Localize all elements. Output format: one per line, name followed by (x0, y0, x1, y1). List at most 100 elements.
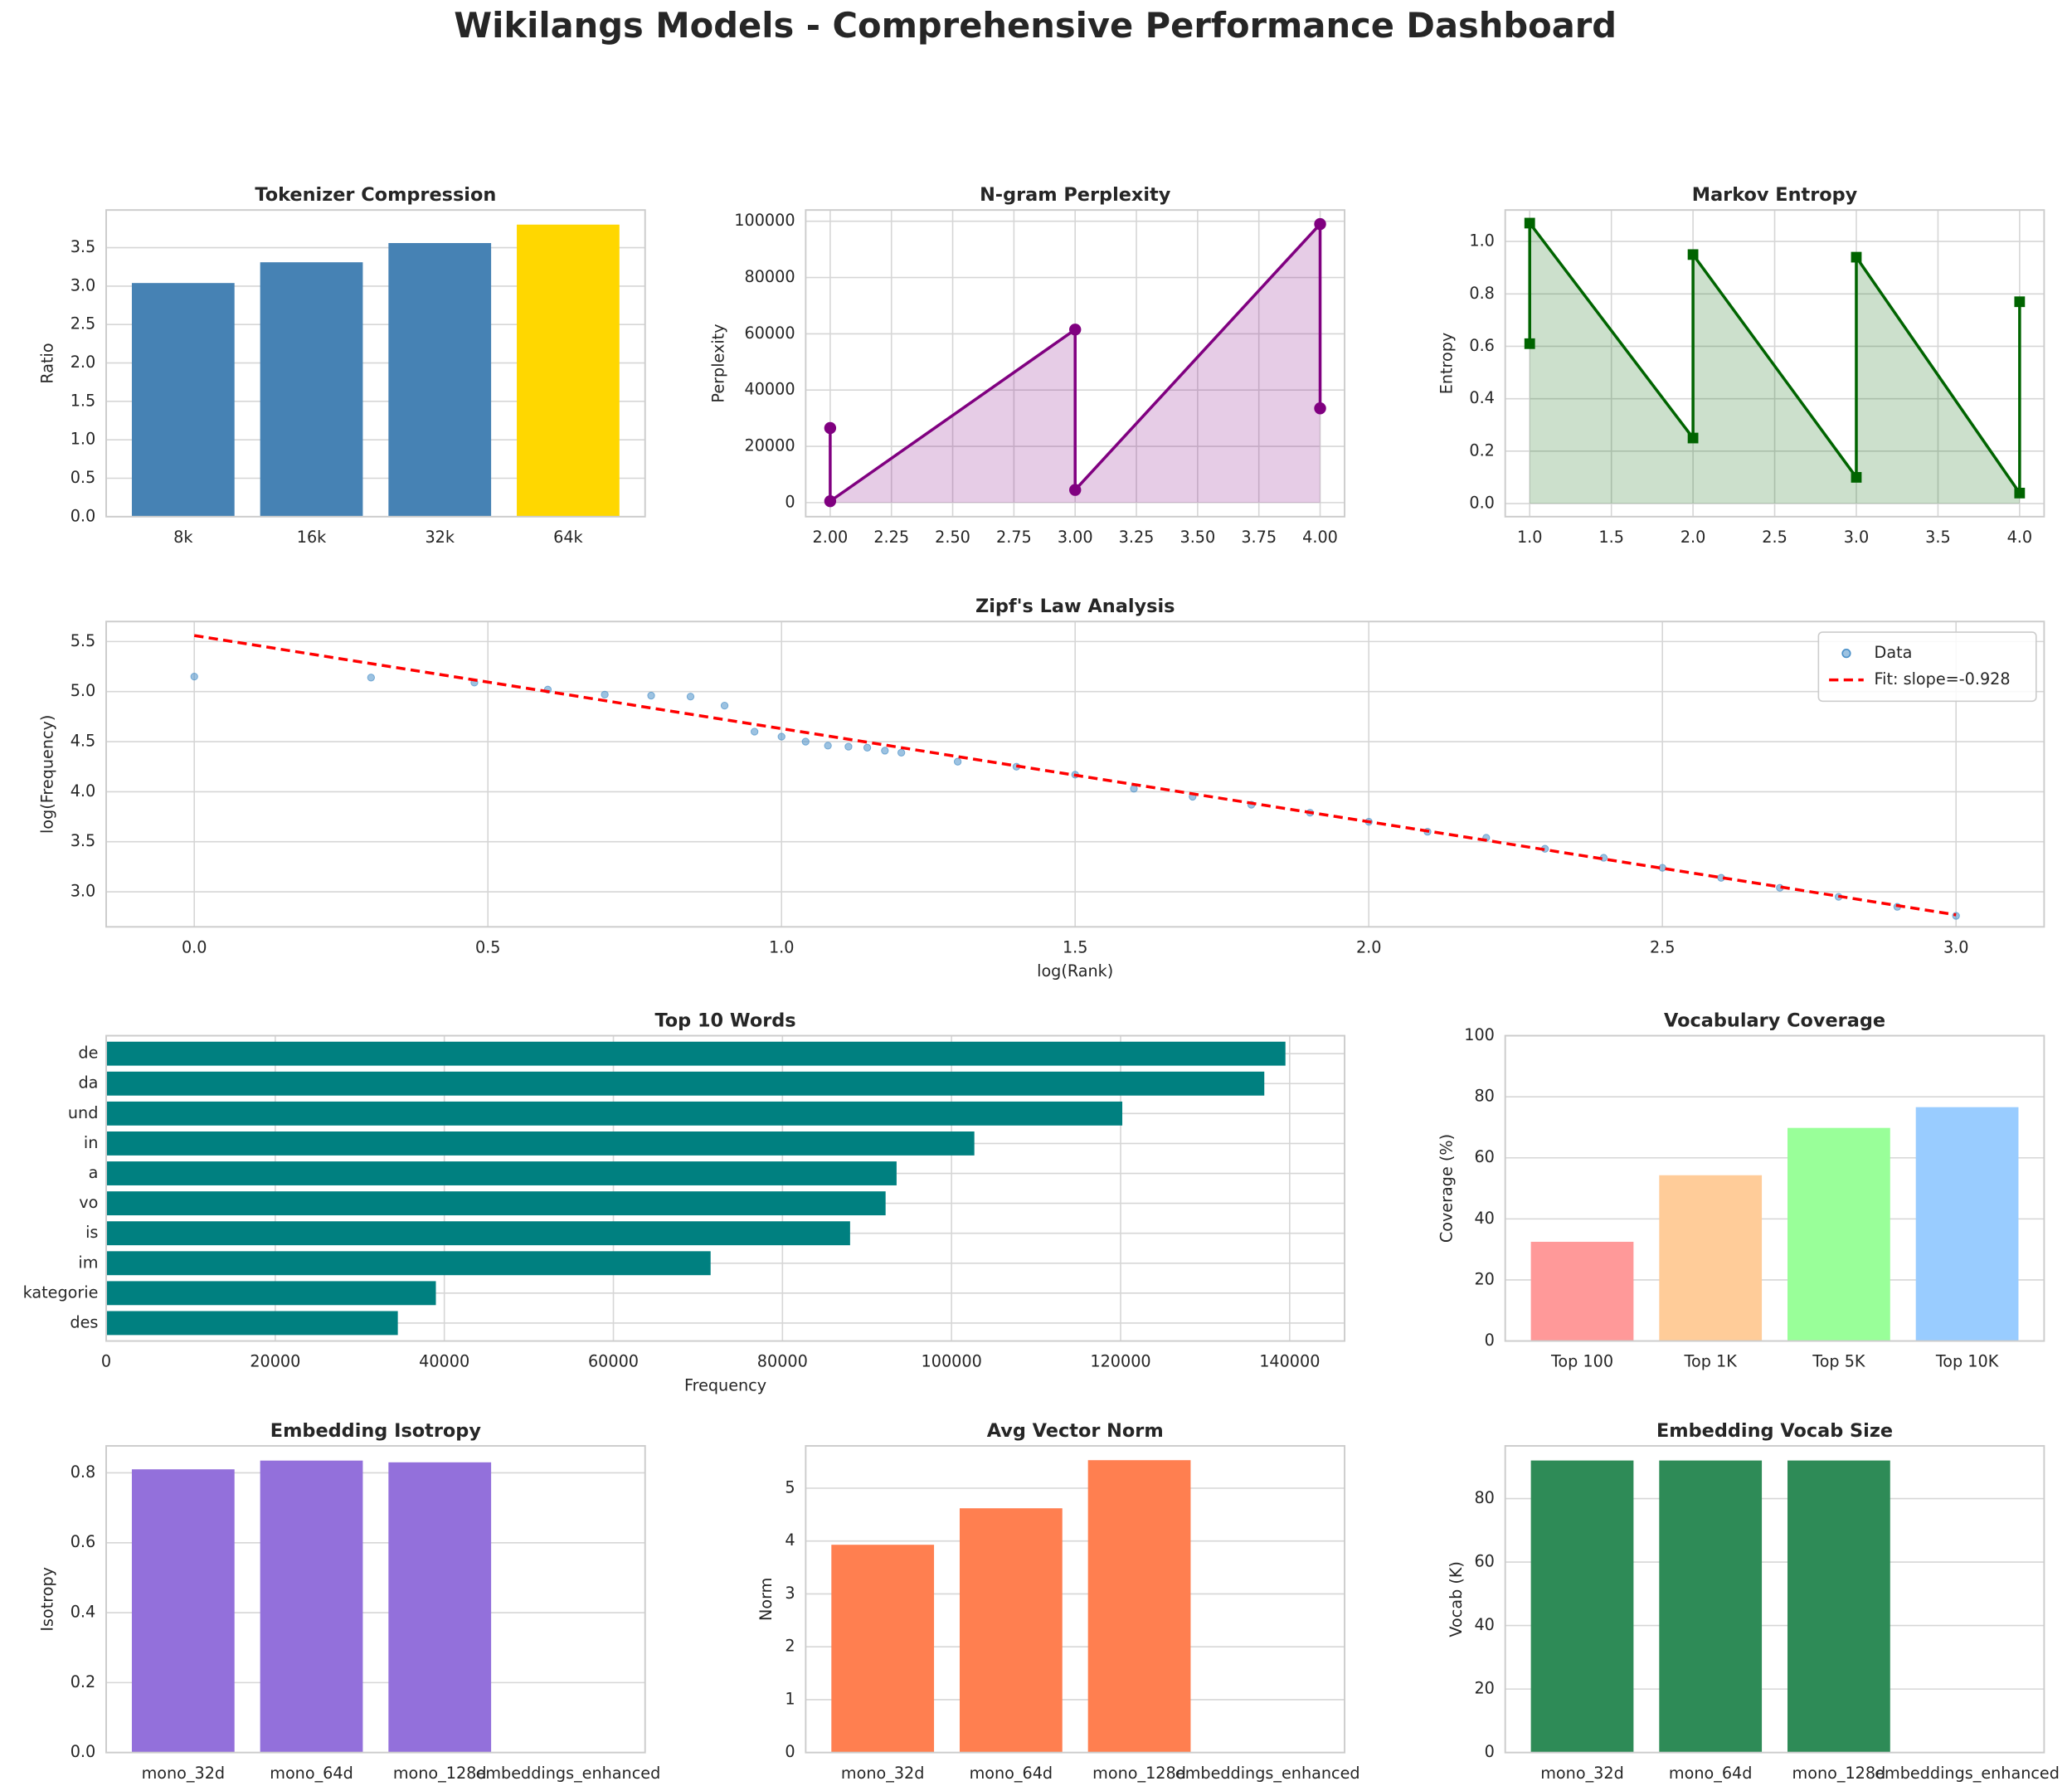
x-tick-label: mono_32d (841, 1764, 925, 1783)
axes-frame (1504, 1034, 2045, 1342)
y-tick-label: 3 (785, 1584, 795, 1603)
marker (1314, 402, 1326, 415)
x-tick-label: 3.75 (1241, 528, 1277, 547)
bar (388, 1462, 492, 1753)
y-tick-label: 0.8 (1469, 284, 1495, 303)
area-fill (1530, 222, 2020, 504)
x-tick-label: 8k (173, 528, 193, 547)
y-tick-label: 0 (1485, 1742, 1495, 1761)
y-tick-label: 60000 (745, 324, 795, 343)
x-tick-label: embeddings_enhanced (1875, 1764, 2060, 1783)
y-tick-label: 0.0 (1469, 494, 1495, 513)
chart-title: Embedding Vocab Size (1656, 1420, 1893, 1442)
x-tick-label: 4.00 (1302, 528, 1338, 547)
marker (1524, 217, 1535, 229)
y-tick-label: des (70, 1312, 98, 1331)
y-tick-label: 2.0 (71, 353, 96, 372)
axes-frame (105, 1034, 1346, 1342)
y-tick-label: 1.0 (71, 430, 96, 449)
bar (260, 1460, 363, 1753)
y-tick-label: 0 (785, 492, 795, 511)
y-axis-label: log(Frequency) (38, 715, 57, 834)
y-tick-label: 0 (1485, 1331, 1495, 1350)
axes-frame (805, 1445, 1346, 1754)
bar (517, 224, 620, 517)
bar (106, 1071, 1265, 1096)
legend-label: Fit: slope=-0.928 (1875, 669, 2011, 689)
bar (831, 1545, 935, 1753)
marker (1524, 338, 1535, 349)
x-tick-label: 140000 (1259, 1352, 1320, 1371)
bar (106, 1101, 1123, 1126)
x-axis-label: log(Rank) (1037, 961, 1113, 981)
bar (131, 1469, 235, 1753)
y-tick-label: 0.5 (71, 468, 96, 487)
x-tick-label: 1.0 (769, 937, 795, 956)
x-tick-label: Top 100 (1550, 1352, 1613, 1371)
x-tick-label: 2.75 (996, 528, 1032, 547)
x-tick-label: 3.25 (1119, 528, 1155, 547)
y-axis-label: Norm (756, 1578, 776, 1621)
y-tick-label: 100000 (734, 211, 795, 230)
x-tick-label: 1.0 (1517, 528, 1543, 547)
marker (1069, 484, 1082, 496)
x-tick-label: mono_64d (1669, 1764, 1753, 1783)
x-tick-label: mono_128d (1792, 1764, 1886, 1783)
x-tick-label: 3.0 (1943, 937, 1969, 956)
bar (106, 1251, 711, 1276)
chart-title: Top 10 Words (654, 1010, 795, 1031)
axes-frame (105, 209, 646, 518)
y-tick-label: 80000 (745, 267, 795, 286)
y-tick-label: 0.8 (71, 1462, 96, 1482)
x-tick-label: 2.50 (935, 528, 970, 547)
x-tick-label: 0 (101, 1352, 111, 1371)
x-tick-label: mono_128d (393, 1764, 487, 1783)
y-axis-label: Entropy (1437, 333, 1456, 395)
bar (106, 1281, 436, 1306)
y-tick-label: 60 (1474, 1552, 1494, 1571)
axes-frame (105, 620, 2045, 928)
x-tick-label: 20000 (250, 1352, 300, 1371)
x-tick-label: 64k (553, 528, 583, 547)
dashboard-title: Wikilangs Models - Comprehensive Perform… (454, 5, 1617, 46)
bar (1787, 1460, 1890, 1753)
chart-title: Zipf's Law Analysis (975, 596, 1175, 617)
bar (959, 1508, 1063, 1753)
point (647, 691, 655, 700)
marker (824, 494, 837, 508)
point (824, 742, 832, 750)
x-tick-label: Top 10K (1935, 1352, 1999, 1371)
bar (131, 283, 235, 517)
y-tick-label: 2 (785, 1637, 795, 1656)
chart-title: Markov Entropy (1692, 184, 1858, 206)
y-tick-label: 0.2 (71, 1672, 96, 1691)
x-tick-label: 2.5 (1762, 528, 1787, 547)
x-tick-label: 2.25 (873, 528, 909, 547)
x-tick-label: 2.0 (1356, 937, 1382, 956)
x-tick-label: 100000 (922, 1352, 982, 1371)
y-axis-label: Isotropy (38, 1567, 57, 1632)
legend-label: Data (1875, 643, 1913, 662)
axes-frame (1504, 1445, 2045, 1754)
x-tick-label: 0.0 (182, 937, 207, 956)
y-tick-label: 40 (1474, 1615, 1494, 1634)
y-tick-label: 100 (1464, 1025, 1495, 1044)
y-tick-label: 80 (1474, 1488, 1494, 1507)
y-tick-label: 2.5 (71, 314, 96, 333)
line (829, 220, 1322, 504)
x-tick-label: embeddings_enhanced (476, 1764, 661, 1783)
x-tick-label: embeddings_enhanced (1175, 1764, 1360, 1783)
x-tick-label: 2.00 (813, 528, 849, 547)
x-tick-label: 4.0 (2007, 528, 2033, 547)
y-tick-label: 20000 (745, 436, 795, 455)
point (367, 674, 375, 682)
bar (1787, 1127, 1890, 1341)
chart-title: Tokenizer Compression (255, 184, 496, 206)
marker (1687, 249, 1699, 260)
line (1528, 218, 2021, 499)
point (190, 672, 198, 681)
point (686, 693, 695, 701)
y-tick-label: 40 (1474, 1209, 1494, 1228)
x-tick-label: 40000 (419, 1352, 469, 1371)
y-tick-label: is (85, 1223, 98, 1242)
